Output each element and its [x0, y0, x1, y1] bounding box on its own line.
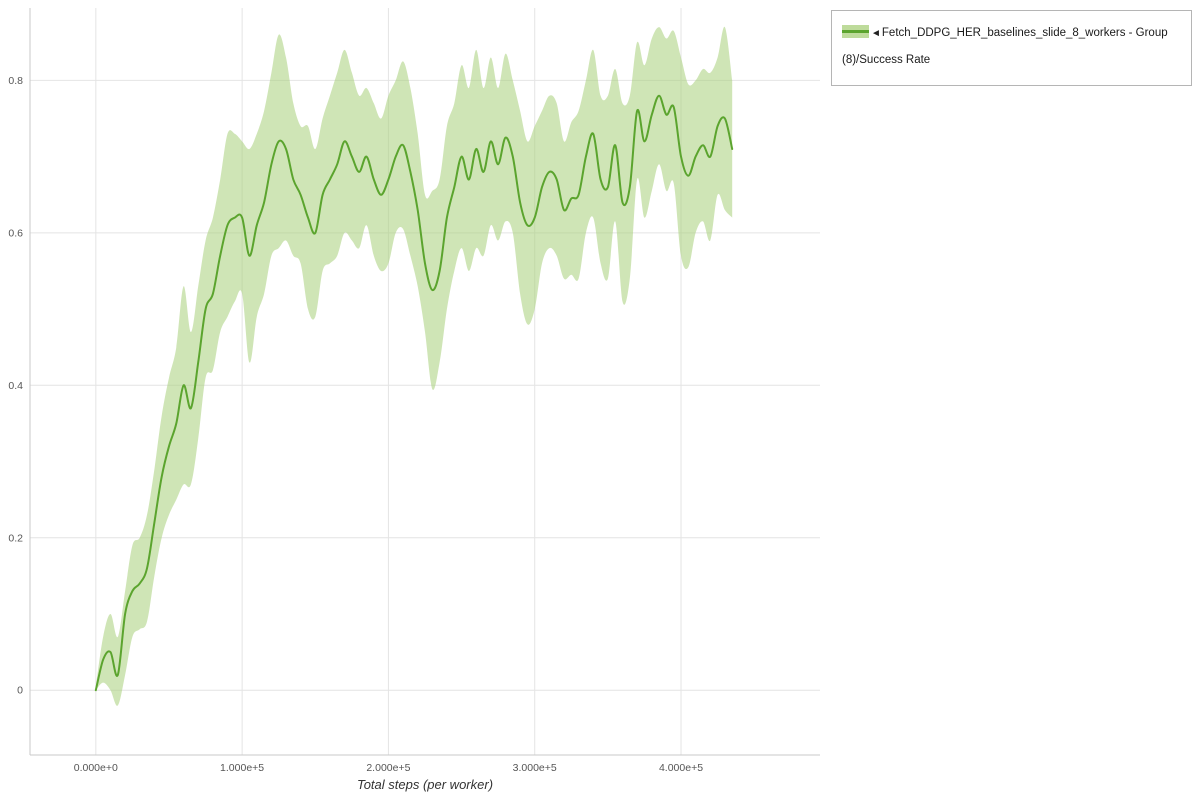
x-tick-label: 0.000e+0 [74, 762, 118, 774]
x-tick-labels: 0.000e+0 1.000e+5 2.000e+5 3.000e+5 4.000e+5 [74, 762, 703, 774]
y-tick-label: 0 [17, 685, 23, 697]
y-tick-label: 0.4 [8, 380, 23, 392]
y-tick-labels: 0 0.2 0.4 0.6 0.8 [8, 75, 23, 697]
series-line [94, 94, 734, 692]
legend-marker [842, 25, 869, 38]
legend-series-label[interactable]: Fetch_DDPG_HER_baselines_slide_8_workers… [842, 27, 1168, 66]
x-axis-title: Total steps (per worker) [356, 777, 494, 792]
legend-marker-line [842, 30, 869, 33]
x-tick-label: 3.000e+5 [513, 762, 557, 774]
legend-collapse-arrow-icon[interactable]: ◄ [871, 28, 881, 39]
y-tick-label: 0.6 [8, 227, 23, 239]
y-tick-label: 0.8 [8, 75, 23, 87]
confidence-band [95, 26, 733, 706]
x-tick-label: 1.000e+5 [220, 762, 264, 774]
y-tick-label: 0.2 [8, 532, 23, 544]
x-tick-label: 4.000e+5 [659, 762, 703, 774]
legend: ◄Fetch_DDPG_HER_baselines_slide_8_worker… [831, 10, 1192, 86]
x-tick-label: 2.000e+5 [366, 762, 410, 774]
